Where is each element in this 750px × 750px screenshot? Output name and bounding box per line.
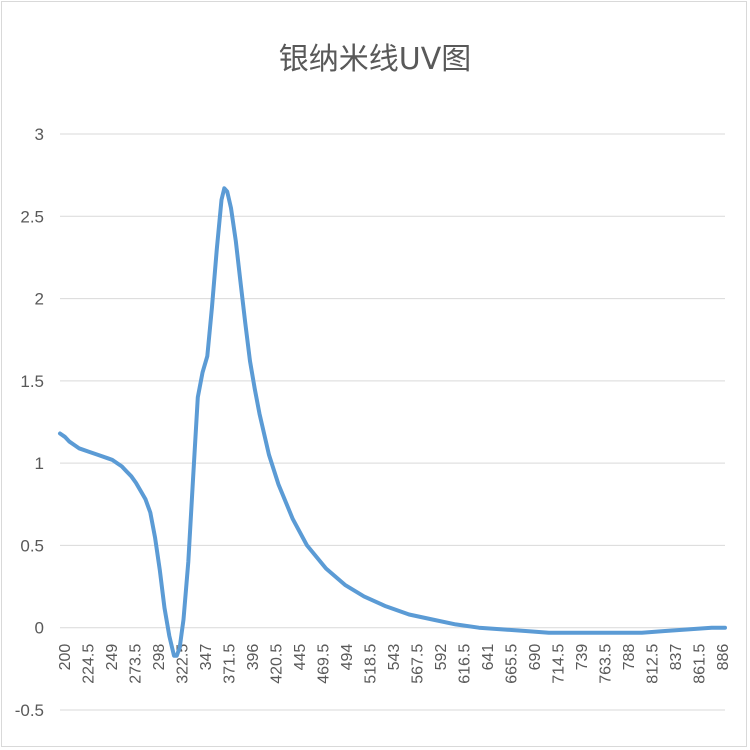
x-tick-label: 249 [104, 644, 121, 671]
x-tick-label: 445 [292, 644, 309, 671]
x-tick-label: 665.5 [504, 644, 521, 684]
y-tick-label: 3 [35, 125, 44, 144]
x-tick-label: 837 [668, 644, 685, 671]
x-tick-label: 567.5 [410, 644, 427, 684]
x-tick-label: 469.5 [316, 644, 333, 684]
x-tick-label: 592 [433, 644, 450, 671]
x-tick-label: 371.5 [222, 644, 239, 684]
y-tick-label: 1 [35, 454, 44, 473]
x-tick-label: 616.5 [457, 644, 474, 684]
x-tick-label: 347 [198, 644, 215, 671]
x-tick-label: 861.5 [692, 644, 709, 684]
y-tick-label: -0.5 [15, 701, 44, 720]
x-tick-label: 812.5 [645, 644, 662, 684]
y-tick-label: 2.5 [20, 207, 44, 226]
x-tick-label: 494 [339, 644, 356, 671]
x-tick-label: 886 [715, 644, 732, 671]
x-tick-label: 788 [621, 644, 638, 671]
x-axis-ticks: 200 224.5 249 273.5 298 322.5 347 371.5 396 420.5… [57, 644, 732, 684]
x-tick-label: 690 [527, 644, 544, 671]
x-tick-label: 298 [151, 644, 168, 671]
y-axis-ticks: -0.5 0 0.5 1 1.5 2 2.5 3 [15, 125, 44, 720]
x-tick-label: 518.5 [363, 644, 380, 684]
y-tick-label: 0 [35, 619, 44, 638]
chart-title: 银纳米线UV图 [278, 42, 472, 77]
x-tick-label: 739 [574, 644, 591, 671]
gridlines [60, 133, 725, 711]
x-tick-label: 714.5 [551, 644, 568, 684]
x-tick-label: 543 [386, 644, 403, 671]
y-tick-label: 2 [35, 290, 44, 309]
y-tick-label: 0.5 [20, 536, 44, 555]
x-tick-label: 273.5 [128, 644, 145, 684]
series-layer [58, 186, 727, 658]
x-tick-label: 763.5 [598, 644, 615, 684]
y-tick-label: 1.5 [20, 372, 44, 391]
x-tick-label: 641 [480, 644, 497, 671]
series-line [58, 186, 727, 658]
x-tick-label: 396 [245, 644, 262, 671]
x-tick-label: 200 [57, 644, 74, 671]
x-tick-label: 224.5 [81, 644, 98, 684]
x-tick-label: 420.5 [269, 644, 286, 684]
